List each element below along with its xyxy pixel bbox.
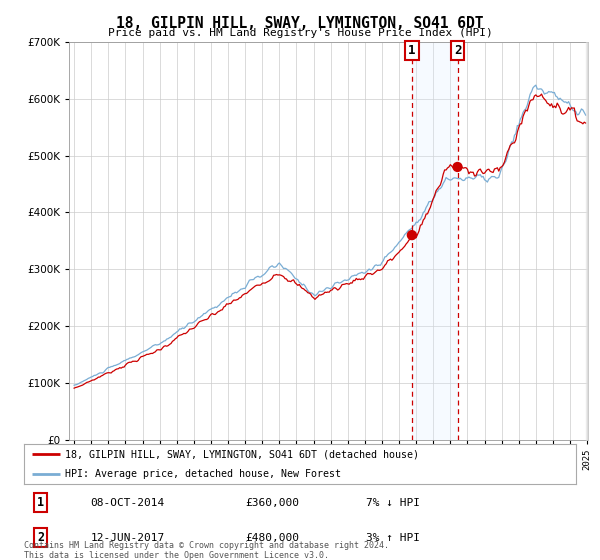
Text: 1: 1	[408, 44, 416, 57]
Text: 18, GILPIN HILL, SWAY, LYMINGTON, SO41 6DT: 18, GILPIN HILL, SWAY, LYMINGTON, SO41 6…	[116, 16, 484, 31]
Text: Contains HM Land Registry data © Crown copyright and database right 2024.
This d: Contains HM Land Registry data © Crown c…	[24, 540, 389, 560]
Text: 3% ↑ HPI: 3% ↑ HPI	[366, 533, 420, 543]
Text: 2: 2	[454, 44, 461, 57]
Point	[407, 231, 416, 240]
Text: 2: 2	[37, 531, 44, 544]
Text: 12-JUN-2017: 12-JUN-2017	[90, 533, 164, 543]
Text: 08-OCT-2014: 08-OCT-2014	[90, 498, 164, 507]
Text: Price paid vs. HM Land Registry's House Price Index (HPI): Price paid vs. HM Land Registry's House …	[107, 28, 493, 38]
Text: £480,000: £480,000	[245, 533, 299, 543]
Text: £360,000: £360,000	[245, 498, 299, 507]
Text: HPI: Average price, detached house, New Forest: HPI: Average price, detached house, New …	[65, 469, 341, 479]
Bar	[412, 42, 458, 440]
Text: 1: 1	[37, 496, 44, 509]
Point	[453, 162, 463, 171]
Text: 7% ↓ HPI: 7% ↓ HPI	[366, 498, 420, 507]
Text: 18, GILPIN HILL, SWAY, LYMINGTON, SO41 6DT (detached house): 18, GILPIN HILL, SWAY, LYMINGTON, SO41 6…	[65, 449, 419, 459]
